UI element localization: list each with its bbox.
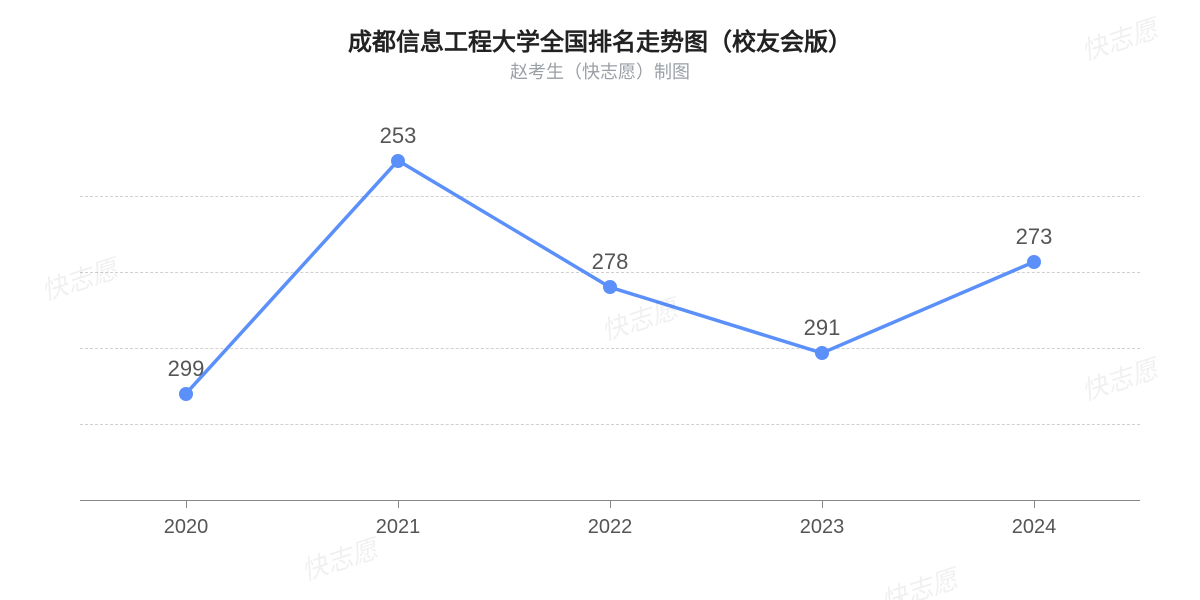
- x-axis-label: 2024: [1012, 516, 1057, 539]
- chart-subtitle: 赵考生（快志愿）制图: [0, 58, 1200, 84]
- series-line: [80, 120, 1140, 500]
- x-axis-label: 2022: [588, 516, 633, 539]
- x-tick: [822, 500, 823, 508]
- x-tick: [398, 500, 399, 508]
- data-point: [1027, 255, 1041, 269]
- data-point: [815, 346, 829, 360]
- data-value-label: 273: [1016, 224, 1053, 250]
- x-axis-label: 2023: [800, 516, 845, 539]
- data-value-label: 299: [168, 356, 205, 382]
- watermark: 快志愿: [876, 559, 962, 600]
- chart-title: 成都信息工程大学全国排名走势图（校友会版）: [0, 22, 1200, 57]
- data-point: [179, 387, 193, 401]
- data-value-label: 253: [380, 123, 417, 149]
- line-chart: 2020 2021 2022 2023 2024 299 253 278 291 273: [80, 120, 1140, 560]
- x-axis-label: 2020: [164, 516, 209, 539]
- data-value-label: 278: [592, 249, 629, 275]
- x-tick: [610, 500, 611, 508]
- x-tick: [1034, 500, 1035, 508]
- x-tick: [186, 500, 187, 508]
- x-axis-label: 2021: [376, 516, 421, 539]
- data-point: [603, 280, 617, 294]
- data-point: [391, 154, 405, 168]
- data-value-label: 291: [804, 315, 841, 341]
